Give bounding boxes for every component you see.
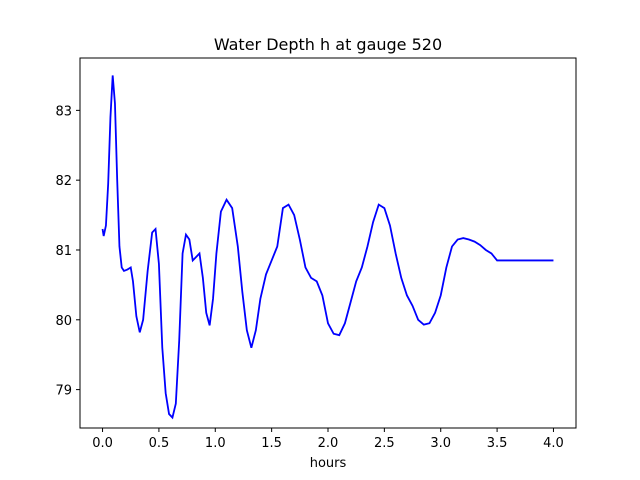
x-tick-label: 4.0: [543, 436, 564, 451]
x-tick-label: 2.0: [318, 436, 339, 451]
x-axis-label: hours: [310, 456, 347, 471]
x-tick-label: 1.5: [261, 436, 282, 451]
x-tick-label: 0.0: [92, 436, 113, 451]
y-tick-label: 83: [55, 104, 72, 119]
x-tick-label: 1.0: [205, 436, 226, 451]
y-tick-label: 80: [55, 314, 72, 329]
water-depth-line: [101, 75, 554, 420]
x-tick-label: 3.5: [487, 436, 508, 451]
x-tick-label: 2.5: [374, 436, 395, 451]
y-tick-label: 79: [55, 384, 72, 399]
y-tick-label: 82: [55, 174, 72, 189]
x-tick-label: 0.5: [149, 436, 170, 451]
y-tick-label: 81: [55, 244, 72, 259]
x-axis: 0.0 0.5 1.0 1.5 2.0 2.5 3.0 3.5 4.0: [92, 428, 564, 451]
plot-area: [79, 57, 577, 429]
chart-title: Water Depth h at gauge 520: [214, 35, 442, 54]
y-axis: 79 80 81 82 83: [55, 104, 80, 399]
x-tick-label: 3.0: [430, 436, 451, 451]
